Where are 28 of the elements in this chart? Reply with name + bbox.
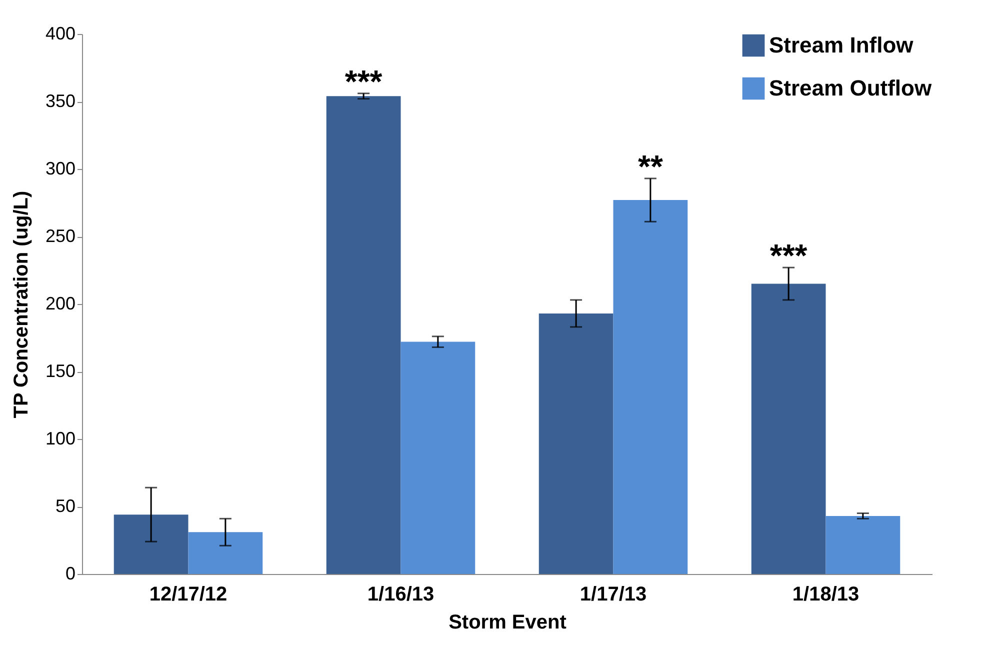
y-axis-title: TP Concentration (ug/L): [10, 190, 32, 418]
y-tick-label: 100: [45, 428, 76, 448]
x-tick-label: 12/17/12: [149, 584, 228, 606]
bar: [400, 342, 476, 574]
bar: [826, 516, 900, 574]
y-tick-label: 0: [65, 564, 76, 584]
y-tick-label: 350: [45, 91, 76, 111]
bar: [188, 532, 263, 574]
bar: [538, 313, 614, 574]
annotation: ***: [770, 238, 808, 274]
x-tick-label: 1/16/13: [367, 584, 434, 606]
y-tick-label: 400: [45, 24, 76, 44]
bar: [326, 96, 401, 574]
bar: [613, 200, 688, 574]
y-tick-label: 150: [45, 361, 76, 381]
annotation: ***: [344, 63, 383, 100]
legend-label: Stream Outflow: [769, 76, 932, 100]
x-axis-title: Storm Event: [448, 612, 567, 634]
annotation: **: [638, 148, 664, 184]
bar: [751, 284, 826, 574]
legend-label: Stream Inflow: [769, 32, 914, 58]
y-tick-label: 50: [55, 496, 76, 516]
y-tick-label: 200: [45, 294, 76, 314]
bar: [114, 514, 188, 574]
y-tick-label: 300: [45, 158, 76, 178]
x-tick-label: 1/17/13: [580, 584, 647, 606]
x-tick-label: 1/18/13: [792, 584, 860, 606]
y-tick-label: 250: [45, 226, 76, 246]
